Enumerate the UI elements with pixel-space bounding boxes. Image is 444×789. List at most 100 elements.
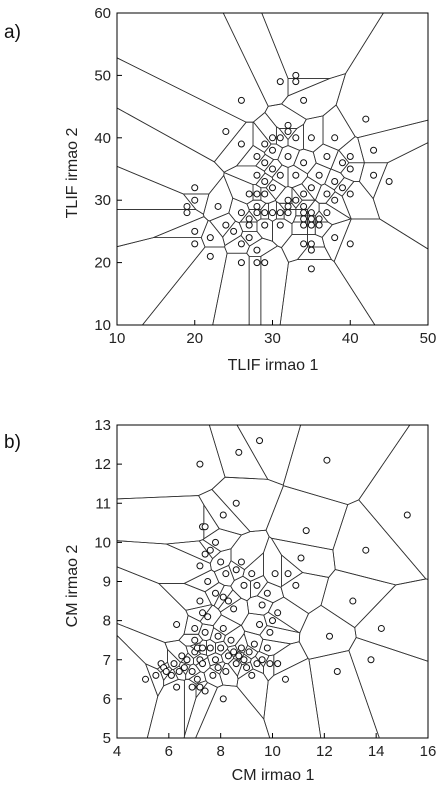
voronoi-cell <box>308 650 380 739</box>
data-point <box>245 215 253 223</box>
data-point <box>193 675 201 683</box>
data-point <box>331 234 339 242</box>
x-tick-label: 14 <box>368 743 385 760</box>
data-point <box>253 190 261 198</box>
data-point <box>269 134 276 142</box>
data-point <box>167 671 175 679</box>
data-point <box>300 215 308 223</box>
voronoi-cell <box>282 424 411 506</box>
data-point <box>302 527 310 535</box>
voronoi-cell <box>348 637 429 739</box>
voronoi-cell <box>280 234 308 263</box>
data-point <box>307 209 315 217</box>
data-point <box>269 617 276 625</box>
voronoi-cell <box>358 424 429 580</box>
data-point <box>224 597 232 605</box>
data-point <box>269 184 276 192</box>
data-point <box>206 234 214 242</box>
data-point <box>403 511 411 519</box>
data-point <box>222 570 230 578</box>
data-point <box>307 240 315 248</box>
points-a <box>183 71 393 273</box>
data-point <box>248 570 256 578</box>
voronoi-cell <box>211 476 284 533</box>
data-point <box>292 196 300 204</box>
voronoi-cell <box>116 566 189 643</box>
data-point <box>331 196 339 204</box>
data-point <box>253 202 261 210</box>
x-tick-label: 16 <box>420 743 437 760</box>
y-tick-label: 13 <box>94 417 111 434</box>
data-point <box>183 209 191 217</box>
ylabel-a: TLIF irmao 2 <box>64 128 81 219</box>
data-point <box>269 165 276 173</box>
data-point <box>180 664 188 672</box>
data-point <box>263 644 271 652</box>
voronoi-cell <box>183 681 218 739</box>
data-point <box>297 554 305 562</box>
data-point <box>261 159 269 167</box>
data-point <box>367 656 375 664</box>
x-tick-label: 30 <box>264 330 281 347</box>
data-point <box>232 566 240 574</box>
data-point <box>206 644 214 652</box>
data-point <box>217 644 225 652</box>
ticks-a: 10 20 30 40 50 10 20 30 40 50 60 <box>94 5 436 347</box>
data-point <box>206 546 214 554</box>
data-point <box>266 628 274 636</box>
data-point <box>256 437 264 445</box>
data-point <box>300 96 308 104</box>
y-tick-label: 10 <box>94 317 111 334</box>
voronoi-cell <box>116 237 206 326</box>
data-point <box>300 209 308 217</box>
data-point <box>214 664 222 672</box>
data-point <box>346 165 354 173</box>
data-point <box>196 460 204 468</box>
voronoi-cell <box>333 218 429 326</box>
data-point <box>142 675 150 683</box>
data-point <box>385 177 393 185</box>
data-point <box>237 209 245 217</box>
x-tick-label: 20 <box>186 330 203 347</box>
x-tick-label: 50 <box>420 330 437 347</box>
panel-label-a: a) <box>4 22 21 43</box>
voronoi-cell <box>203 503 220 540</box>
data-point <box>307 246 315 254</box>
voronoi-cell <box>235 144 266 167</box>
data-point <box>248 671 256 679</box>
data-point <box>230 648 238 656</box>
data-point <box>240 581 248 589</box>
data-point <box>211 538 219 546</box>
data-point <box>326 632 334 640</box>
voronoi-cell <box>116 209 205 248</box>
voronoi-cell <box>335 12 429 139</box>
x-tick-label: 10 <box>264 743 281 760</box>
data-point <box>253 153 261 161</box>
voronoi-cell <box>116 634 159 739</box>
data-point <box>323 190 331 198</box>
data-point <box>211 656 219 664</box>
data-point <box>191 636 199 644</box>
data-point <box>258 656 266 664</box>
data-point <box>237 259 245 267</box>
data-point <box>237 240 245 248</box>
data-point <box>276 209 284 217</box>
data-point <box>214 202 222 210</box>
data-point <box>232 660 240 668</box>
y-tick-label: 11 <box>95 495 111 512</box>
data-point <box>253 660 261 668</box>
data-point <box>237 644 245 652</box>
voronoi-cell <box>200 220 226 248</box>
data-point <box>201 523 209 531</box>
data-point <box>307 184 315 192</box>
data-point <box>284 153 292 161</box>
data-point <box>261 221 269 229</box>
voronoi-cell <box>230 575 251 602</box>
voronoi-cell <box>260 245 289 326</box>
voronoi-cell <box>320 569 397 629</box>
voronoi-cell <box>236 424 302 486</box>
data-point <box>284 202 292 210</box>
data-point <box>199 660 207 668</box>
y-tick-label: 50 <box>94 67 111 84</box>
data-point <box>271 570 279 578</box>
